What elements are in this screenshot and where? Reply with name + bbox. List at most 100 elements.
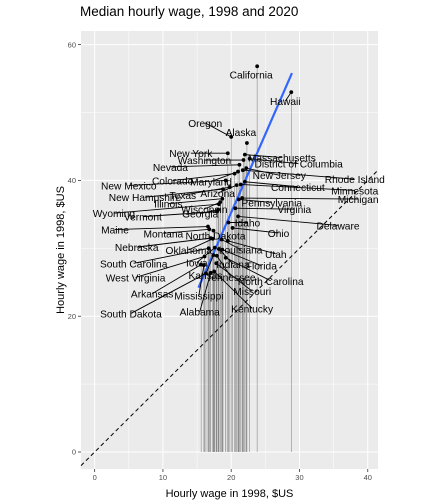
point-label: Montana [144,229,184,240]
y-tick-label: 60 [68,40,76,49]
label-connector [232,227,279,234]
data-point [225,151,230,156]
label-connector [168,198,223,205]
point-label: Hawaii [270,97,301,108]
data-point [244,166,249,171]
label-connector [237,215,339,226]
data-point [221,187,225,192]
data-point [226,220,231,225]
data-point [238,182,243,187]
data-point [220,196,225,201]
label-connector [144,188,224,198]
x-tick-label: 10 [159,473,167,482]
point-label: California [230,70,273,81]
label-connector [242,169,355,180]
point-label: Illinois [154,200,182,211]
label-connector [227,240,276,255]
label-connector [204,122,232,138]
point-label: South Dakota [100,309,162,320]
point-label: Colorado [152,177,194,188]
data-point [214,261,219,266]
label-connector [242,197,359,200]
data-point [223,178,228,183]
x-tick-label: 20 [227,473,235,482]
label-connector [222,249,262,267]
data-point [202,254,207,259]
x-tick-label: 30 [295,473,303,482]
point-label: North Carolina [238,277,304,288]
point-label: Georgia [182,210,219,221]
point-label: Missouri [233,287,271,298]
x-tick-label: 0 [93,473,97,482]
point-label: Tennessee [206,273,256,284]
point-label: Nebraska [115,243,159,254]
label-connector [163,228,210,234]
label-connector [213,271,253,309]
label-connector [198,265,205,296]
data-point [236,197,241,202]
label-connector [238,198,272,203]
data-point [214,209,219,214]
point-label: Rhode Island [325,175,385,186]
point-label: Wisconsin [181,205,227,216]
point-label: Pennsylvania [241,198,302,209]
data-point [234,183,239,188]
data-point [242,152,247,157]
label-connector [136,237,211,248]
point-label: Oklahoma [166,246,213,257]
data-point [230,226,235,230]
data-point [217,247,221,251]
point-label: New Mexico [101,181,157,192]
data-point [201,263,206,268]
point-label: Alabama [180,308,221,319]
data-point [210,236,215,241]
data-point [236,169,240,174]
y-axis-title: Hourly wage in 1998, $US [55,186,67,314]
data-point [227,185,232,190]
point-label: New Jersey [253,171,307,182]
data-point [208,270,213,275]
x-axis-title: Hourly wage in 1998, $US [166,488,294,500]
data-point [214,253,219,258]
data-point [241,158,246,162]
point-label: District of Columbia [254,160,343,171]
point-stems [200,66,292,453]
point-label: Iowa [186,259,208,270]
label-connector [114,226,209,231]
point-label: Louisiana [219,245,263,256]
point-label: Virginia [277,205,311,216]
point-label: Maine [101,226,129,237]
point-label: Delaware [317,221,360,232]
point-label: Nevada [153,163,188,174]
point-label: New Hampshire [109,193,182,204]
data-point [223,255,228,260]
label-connector [113,203,219,214]
data-point [211,228,216,233]
data-point [289,90,294,95]
label-connector [249,158,299,165]
data-point [207,227,212,232]
label-connector [135,256,205,278]
point-labels: California Hawaii Alaska Oregon Massachusett… [93,70,385,320]
point-label: Kentucky [231,304,274,315]
point-label: Minnesota [331,186,378,197]
label-connector [215,262,253,292]
y-tick-label: 40 [68,176,76,185]
label-connector [130,273,207,314]
point-label: Arkansas [131,290,173,301]
label-connector [151,264,202,294]
minor-gridlines [81,31,378,469]
label-connector [133,247,209,264]
label-connector [170,164,240,168]
axis-ticks: 0 10 20 30 40 0 20 40 60 [68,40,372,482]
point-label: Maryland [190,178,232,189]
label-connector [142,211,217,218]
label-connector [188,238,213,251]
label-connector [128,179,226,186]
point-label: Oregon [188,119,222,130]
label-connector [221,239,241,250]
label-connector [235,207,295,210]
data-point [247,156,252,161]
y-tick-label: 0 [72,448,76,457]
